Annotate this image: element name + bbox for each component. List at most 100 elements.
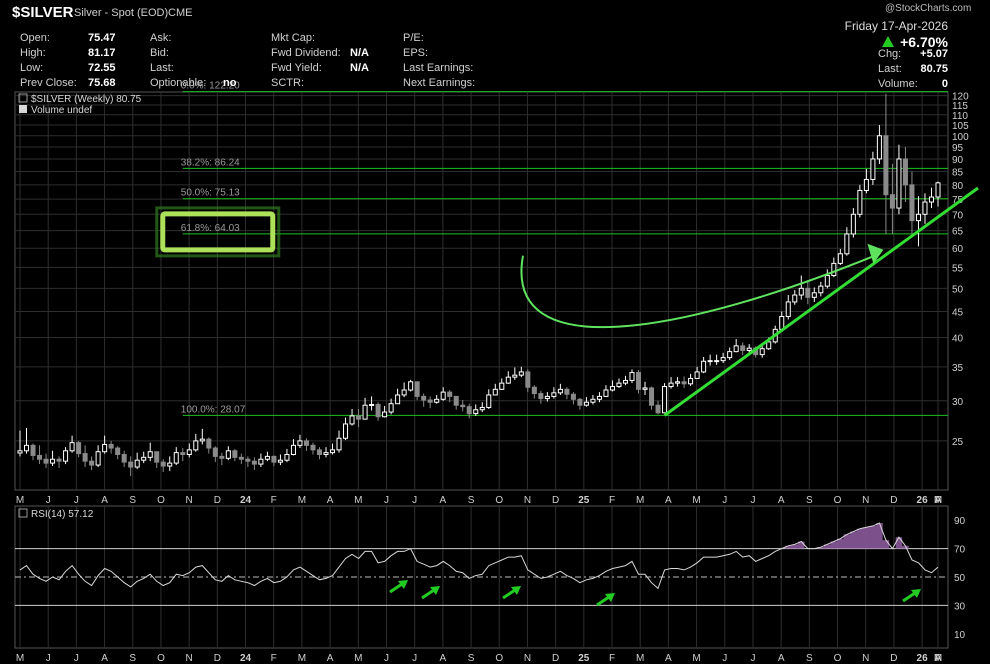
candle-body — [928, 196, 935, 203]
rsi-x-tick: O — [834, 653, 842, 664]
candle-body — [525, 371, 531, 388]
price-x-tick: A — [327, 495, 334, 506]
candle-body — [258, 458, 264, 465]
price-y-tick: 55 — [952, 263, 964, 274]
rsi-x-tick: 26 — [917, 653, 929, 664]
candle-body — [714, 360, 720, 363]
candle-body — [173, 452, 179, 464]
candle-body — [733, 345, 739, 353]
price-x-tick: A — [440, 495, 447, 506]
exchange: CME — [168, 7, 192, 19]
candle-body — [421, 395, 427, 401]
rsi-x-tick: A — [440, 653, 447, 664]
legend-volume-label: Volume undef — [31, 105, 92, 116]
price-x-tick: S — [806, 495, 813, 506]
candle-body — [271, 455, 277, 463]
candle-body — [668, 382, 674, 388]
price-y-tick: 85 — [952, 168, 964, 179]
rsi-x-tick: 24 — [240, 653, 252, 664]
candle-body — [316, 449, 323, 456]
candle-body — [863, 178, 869, 191]
rsi-x-tick: D — [214, 653, 221, 664]
candle-body — [531, 386, 537, 395]
rsi-panel: M J J A S O N D 24 F M A M J J A S O N D 25 F M A M J J A S O N D 26 FMA1… — [14, 505, 966, 664]
candle-body — [264, 455, 270, 460]
candle-body — [544, 395, 550, 400]
stat-value: 81.17 — [88, 47, 116, 59]
stat-value: 75.68 — [88, 77, 116, 89]
candle-body — [570, 393, 576, 400]
price-x-tick: 26 — [917, 495, 929, 506]
rsi-x-tick: A — [327, 653, 334, 664]
candle-body — [284, 454, 290, 461]
legend-price-swatch — [18, 93, 28, 103]
rsi-overbought-fill — [785, 523, 909, 549]
fib-label: 50.0%: 75.13 — [181, 188, 240, 199]
rsi-annotation-arrow — [389, 582, 403, 594]
rsi-x-tick: S — [129, 653, 136, 664]
stat-label: Mkt Cap: — [271, 32, 315, 44]
candle-body — [303, 440, 309, 446]
arrow-head-icon — [911, 589, 921, 598]
candle-body — [896, 158, 902, 209]
candle-body — [186, 449, 192, 456]
candle-body — [688, 377, 694, 385]
rsi-x-tick: A — [935, 653, 942, 664]
date-label: Friday 17-Apr-2026 — [845, 19, 949, 33]
rsi-x-tick: D — [552, 653, 559, 664]
price-x-tick: M — [16, 495, 24, 506]
fib-highlight-glow — [155, 206, 281, 258]
candle-body — [401, 389, 407, 396]
legend-volume-swatch — [19, 105, 27, 113]
candle-body — [115, 447, 121, 456]
rsi-line — [19, 522, 939, 590]
candle-body — [564, 388, 570, 395]
rsi-y-tick: 30 — [954, 601, 966, 612]
rsi-x-tick: J — [74, 653, 79, 664]
price-x-tick: O — [157, 495, 165, 506]
candle-body — [290, 444, 296, 456]
stat-label: Low: — [20, 62, 43, 74]
rsi-x-tick: M — [354, 653, 362, 664]
rsi-annotation-arrow — [596, 595, 610, 607]
candle-body — [310, 444, 316, 451]
rsi-x-tick: N — [186, 653, 193, 664]
chart-header: $SILVER Silver - Spot (EOD) CME @StockCh… — [12, 3, 971, 90]
candle-body — [414, 381, 420, 397]
price-y-tick: 115 — [952, 101, 968, 112]
price-x-tick: M — [636, 495, 644, 506]
price-y-tick: 35 — [952, 363, 964, 374]
candle-body — [212, 447, 218, 457]
arrow-head-icon — [867, 243, 884, 264]
rsi-annotation-arrow — [902, 591, 916, 603]
candle-body — [43, 458, 49, 464]
stat-value: 80.75 — [920, 63, 948, 75]
candle-body — [17, 450, 23, 454]
candle-body — [408, 381, 414, 391]
candle-body — [759, 348, 765, 356]
candle-body — [837, 253, 843, 264]
price-y-tick: 30 — [952, 397, 964, 408]
candle-body — [180, 452, 186, 456]
candle-body — [128, 461, 134, 468]
candle-body — [349, 415, 355, 425]
rsi-y-tick: 10 — [954, 630, 966, 641]
candle-body — [590, 398, 596, 403]
price-x-tick: M — [692, 495, 700, 506]
price-x-tick: D — [214, 495, 221, 506]
candle-body — [102, 443, 108, 453]
price-y-tick: 40 — [952, 333, 964, 344]
rsi-x-tick: S — [468, 653, 475, 664]
candle-body — [785, 301, 791, 317]
candle-body — [369, 403, 375, 406]
rsi-x-tick: M — [16, 653, 24, 664]
stat-value: 75.47 — [88, 32, 116, 44]
candle-body — [225, 450, 231, 459]
rsi-x-tick: O — [157, 653, 165, 664]
price-x-tick: J — [722, 495, 727, 506]
candle-body — [876, 135, 882, 160]
price-y-tick: 70 — [952, 210, 964, 221]
candle-body — [23, 444, 30, 452]
candle-body — [89, 460, 95, 466]
price-y-tick: 80 — [952, 181, 964, 192]
